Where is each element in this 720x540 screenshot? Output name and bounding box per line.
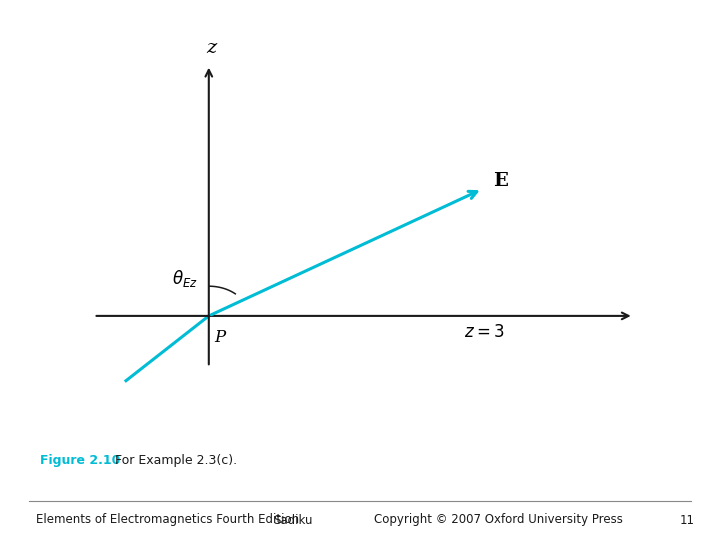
Text: Elements of Electromagnetics Fourth Edition: Elements of Electromagnetics Fourth Edit… <box>36 514 299 526</box>
Text: Copyright © 2007 Oxford University Press: Copyright © 2007 Oxford University Press <box>374 514 624 526</box>
Text: z: z <box>206 39 216 57</box>
Text: $z = 3$: $z = 3$ <box>464 324 505 341</box>
Text: Figure 2.10: Figure 2.10 <box>40 454 120 467</box>
Text: Sadiku: Sadiku <box>274 514 313 526</box>
Text: For Example 2.3(c).: For Example 2.3(c). <box>107 454 237 467</box>
Text: P: P <box>215 329 225 346</box>
Text: 11: 11 <box>680 514 695 526</box>
Text: $\theta_{Ez}$: $\theta_{Ez}$ <box>172 268 198 289</box>
Text: E: E <box>493 172 508 190</box>
